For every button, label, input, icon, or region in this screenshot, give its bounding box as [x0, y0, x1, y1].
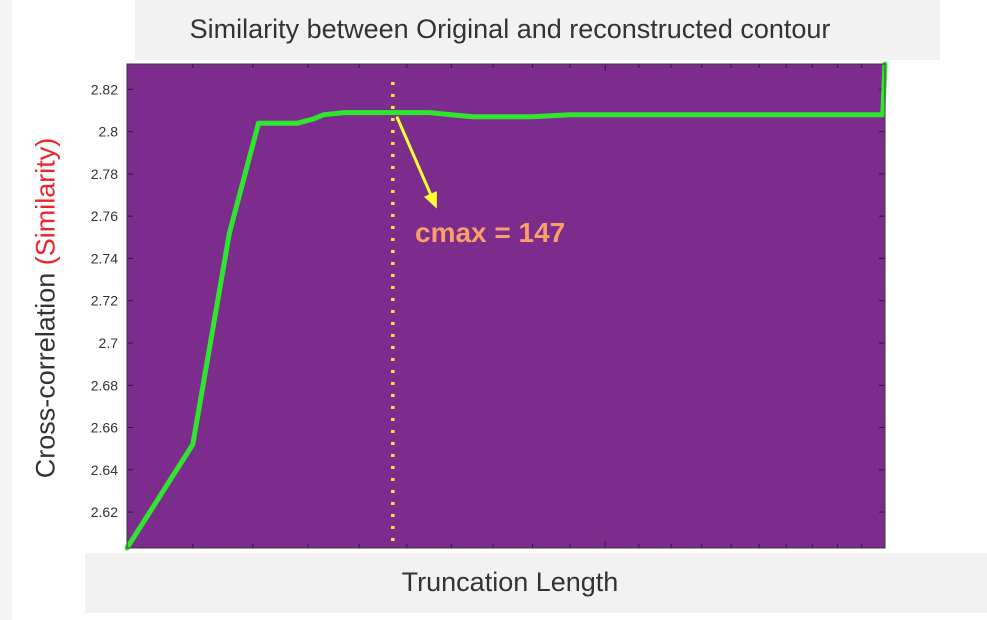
y-tick-label: 2.62 — [91, 504, 118, 520]
y-tick-label: 2.64 — [91, 462, 118, 478]
y-tick-label: 2.82 — [91, 81, 118, 97]
left-margin-band — [0, 0, 12, 620]
y-tick-label: 2.72 — [91, 293, 118, 309]
plot-area — [127, 64, 885, 548]
y-tick-label: 2.8 — [99, 124, 119, 140]
xlabel-band — [85, 553, 987, 613]
annotation-label: cmax = 147 — [415, 217, 565, 248]
plot-frame — [126, 63, 886, 549]
series-line-0 — [124, 61, 888, 551]
x-axis-label: Truncation Length — [401, 567, 619, 597]
y-tick-label: 2.74 — [91, 250, 118, 266]
annotation-arrow-head — [424, 191, 437, 209]
chart-title: Similarity between Original and reconstr… — [189, 14, 831, 44]
annotation-arrow-shaft — [395, 116, 432, 195]
y-tick-label: 2.7 — [99, 335, 119, 351]
y-tick-label: 2.76 — [91, 208, 118, 224]
tick-group: 2.62 2.64 2.66 2.68 2.7 2.72 2.74 2.76 2.78 2.8 2.… — [91, 64, 886, 548]
y-tick-label: 2.66 — [91, 420, 118, 436]
title-band — [135, 0, 940, 60]
mark-group: cmax = 147 — [124, 61, 888, 551]
y-tick-label: 2.78 — [91, 166, 118, 182]
y-tick-label: 2.68 — [91, 377, 118, 393]
